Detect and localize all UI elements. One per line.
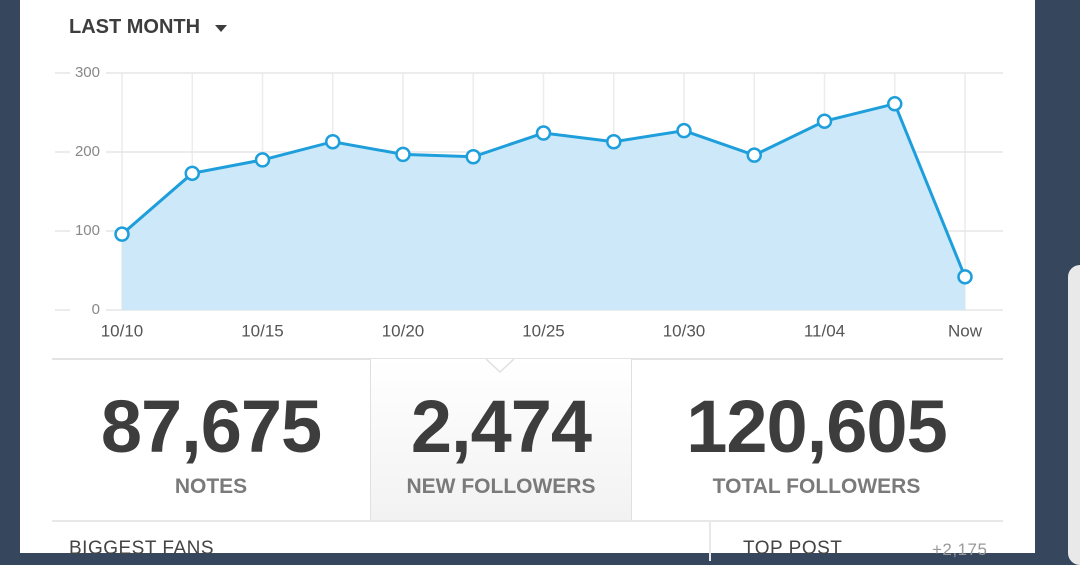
stat-label: NOTES [174, 475, 248, 498]
tick-label-bg [70, 64, 106, 82]
period-label: LAST MONTH [69, 16, 201, 38]
side-panel [1068, 265, 1080, 565]
divider [52, 520, 1003, 522]
tick-label-bg [70, 222, 106, 240]
section-title: BIGGEST FANS [69, 538, 215, 559]
x-tick-label: 10/15 [241, 321, 284, 340]
point [606, 133, 622, 150]
point [254, 152, 271, 168]
stat-new-followers[interactable]: 2,474 NEW FOLLOWERS [370, 359, 632, 520]
page: LAST MONTH 87,675 NOTES 2,474 NEW FOLLOW… [20, 0, 1080, 565]
point [816, 113, 833, 129]
stat-value: 87,675 [100, 385, 322, 468]
point [465, 148, 481, 165]
point [325, 133, 341, 150]
point [395, 146, 411, 163]
point [184, 165, 200, 182]
section-title: TOP POST [743, 538, 843, 559]
stat-notes[interactable]: 87,675 NOTES [52, 359, 370, 520]
chart: 0 100 200 300 10/10 10/15 10/20 10/25 10/30 11/04… [55, 64, 1003, 340]
y-tick-label: 200 [75, 143, 100, 160]
x-tick-label: 10/30 [663, 321, 706, 340]
point [114, 226, 130, 242]
point [887, 96, 903, 112]
point [535, 125, 552, 141]
x-tick-label: 10/20 [382, 321, 425, 340]
point [676, 122, 692, 139]
y-tick-label: 100 [75, 222, 100, 239]
stat-label: TOTAL FOLLOWERS [712, 475, 921, 498]
x-tick-label: 11/04 [804, 321, 845, 340]
point [957, 269, 973, 285]
stat-value: 120,605 [686, 385, 948, 468]
point [746, 147, 762, 163]
x-tick-label: Now [948, 321, 983, 340]
section-value: +2,175 [932, 540, 988, 559]
x-tick-label: 10/10 [101, 321, 144, 340]
x-tick-label: 10/25 [522, 321, 565, 340]
tick-label-bg [70, 143, 106, 161]
stat-total-followers[interactable]: 120,605 TOTAL FOLLOWERS [630, 359, 1003, 520]
divider [709, 521, 711, 561]
stat-label: NEW FOLLOWERS [406, 475, 596, 498]
y-tick-label: 0 [92, 301, 100, 318]
y-tick-label: 300 [75, 64, 100, 81]
tab-notch [486, 358, 514, 374]
stat-value: 2,474 [410, 385, 592, 468]
period-dropdown[interactable]: LAST MONTH [69, 16, 228, 39]
tick-label-bg [70, 301, 106, 319]
dropdown-arrow [214, 25, 227, 32]
